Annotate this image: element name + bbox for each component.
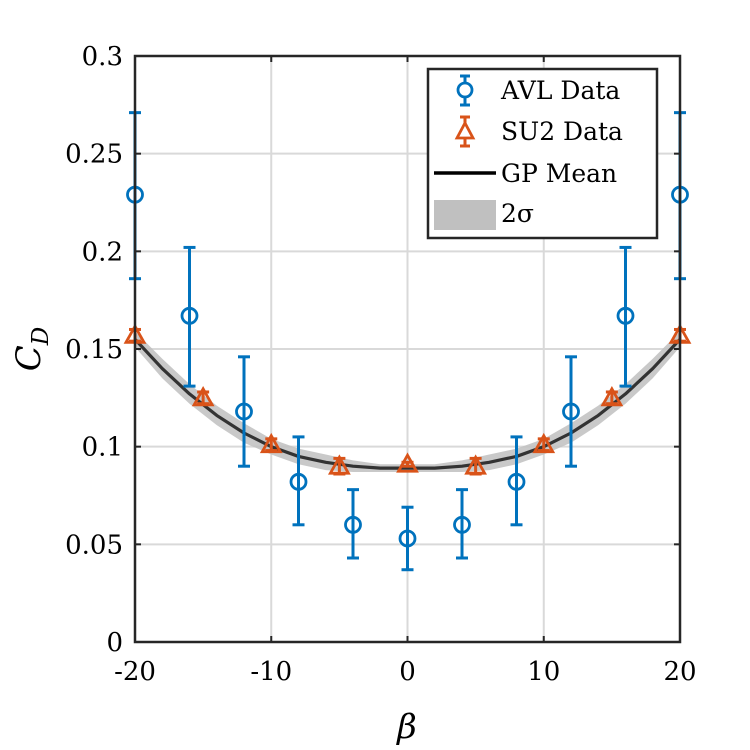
su2-point — [327, 454, 351, 476]
avl-marker — [562, 402, 580, 421]
y-tick-label: 0 — [106, 628, 123, 658]
su2-point — [464, 454, 488, 476]
legend-gp-mean-label: GP Mean — [501, 159, 617, 188]
avl-point — [289, 435, 308, 527]
su2-point — [396, 452, 419, 473]
legend-item-su2: SU2 Data — [454, 115, 623, 148]
avl-marker — [344, 515, 362, 534]
avl-point — [344, 488, 362, 560]
avl-marker — [453, 515, 471, 534]
avl-point — [453, 488, 471, 560]
avl-point — [507, 435, 526, 527]
avl-marker — [398, 529, 417, 548]
su2-point — [259, 432, 283, 454]
legend-su2-label: SU2 Data — [501, 117, 623, 146]
legend-2sigma-swatch — [434, 200, 496, 230]
su2-marker — [532, 432, 556, 454]
legend-item-2sigma: 2σ — [434, 199, 534, 230]
gp-mean-layer — [133, 338, 682, 470]
x-axis-label: β — [395, 707, 417, 747]
y-axis-label-subscript: D — [28, 327, 54, 346]
y-tick-label: 0.1 — [82, 433, 123, 463]
avl-marker — [507, 472, 526, 491]
su2-point — [600, 385, 624, 407]
x-tick-label: 0 — [399, 657, 416, 687]
y-tick-label: 0.25 — [65, 140, 123, 170]
su2-marker — [327, 454, 351, 475]
su2-point — [191, 385, 215, 407]
x-tick-label: 10 — [527, 657, 560, 687]
su2-marker — [191, 385, 215, 407]
su2-marker — [464, 454, 488, 475]
y-tick-label: 0.15 — [65, 335, 123, 365]
legend-su2-marker — [454, 120, 476, 140]
avl-point — [235, 355, 253, 468]
su2-point — [532, 432, 556, 454]
y-tick-label: 0.2 — [82, 237, 123, 267]
x-tick-label: -20 — [114, 657, 156, 687]
avl-point — [616, 245, 635, 388]
y-tick-label: 0.3 — [82, 42, 123, 72]
axis-tick-labels: -20 -10 0 10 20 0 0.05 0.1 0.15 0.2 0.25 0.3 — [65, 42, 696, 687]
su2-marker — [259, 432, 283, 454]
avl-marker — [616, 306, 635, 325]
legend-avl-marker — [456, 81, 474, 99]
gp-mean-line — [133, 338, 682, 470]
y-axis-label-main: C — [9, 345, 49, 371]
legend-item-avl: AVL Data — [456, 74, 620, 107]
x-tick-label: 20 — [663, 657, 696, 687]
avl-point — [180, 245, 199, 388]
legend-2sigma-label: 2σ — [501, 199, 534, 228]
avl-point — [398, 505, 417, 572]
legend-avl-label: AVL Data — [500, 76, 620, 105]
avl-marker — [235, 402, 253, 421]
legend-item-gp-mean: GP Mean — [434, 159, 617, 188]
avl-point — [562, 355, 580, 468]
axis-ticks — [134, 55, 681, 643]
legend: AVL Data SU2 Data GP Mean 2σ — [426, 67, 659, 240]
y-tick-label: 0.05 — [65, 530, 123, 560]
avl-marker — [289, 472, 308, 491]
su2-marker — [600, 385, 624, 407]
su2-marker — [396, 452, 419, 473]
svg-text:CD: CD — [9, 327, 54, 371]
avl-marker — [180, 306, 199, 325]
y-axis-label: CD — [9, 327, 54, 371]
x-tick-label: -10 — [250, 657, 292, 687]
